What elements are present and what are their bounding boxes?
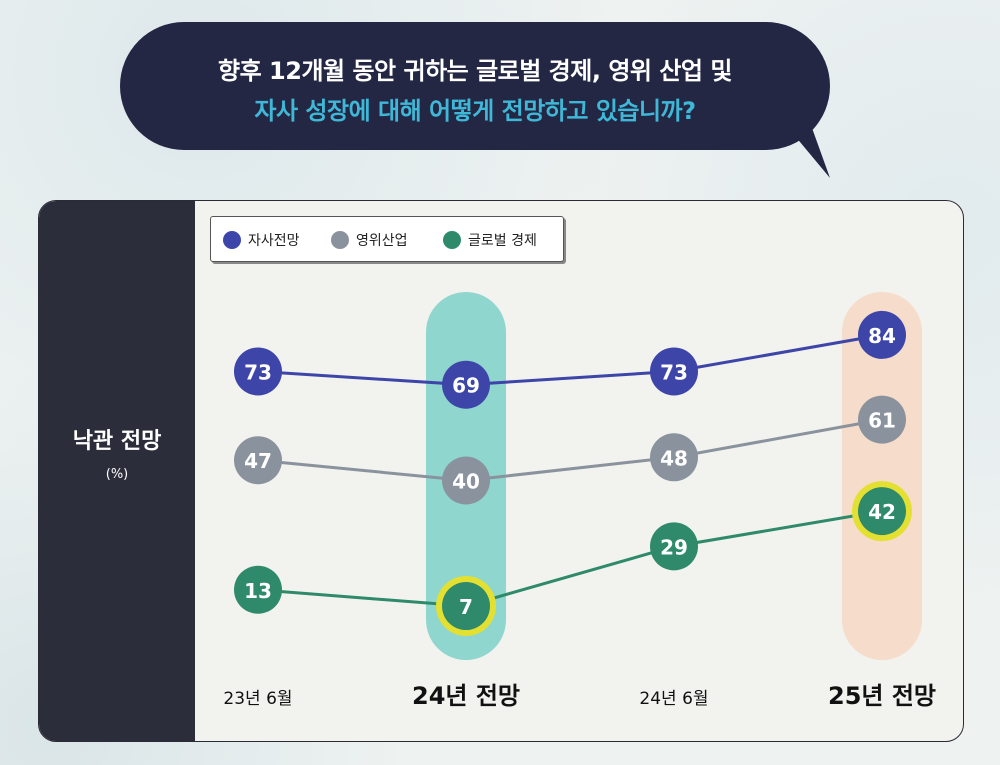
data-point [858,310,906,359]
data-point [650,433,698,482]
data-point [234,436,282,485]
series-line-3 [257,509,883,608]
data-label: 42 [868,500,896,524]
y-axis-sidebar: 낙관 전망 (%) [39,201,195,741]
x-tick-label: 23년 6월 [223,689,292,709]
data-point [858,487,906,536]
y-axis-unit: (%) [105,467,129,482]
data-label: 73 [660,360,688,384]
question-bubble [120,22,830,150]
legend-item-company: 자사전망 [223,230,300,250]
x-tick-label: 24년 전망 [412,682,520,710]
legend-dot-icon [223,231,241,249]
series-line-2 [257,418,883,483]
data-point [442,456,490,505]
legend-label: 자사전망 [248,233,300,249]
data-point [234,565,282,614]
bubble-tail [790,128,830,178]
legend-label: 영위산업 [356,233,408,249]
legend-label: 글로벌 경제 [468,233,537,249]
data-label: 73 [244,360,272,384]
data-label: 61 [868,409,896,433]
legend-item-industry: 영위산업 [331,230,408,250]
legend: 자사전망 영위산업 글로벌 경제 [210,216,564,262]
x-tick-label: 24년 6월 [639,689,708,709]
data-point [650,522,698,571]
data-point [234,347,282,396]
legend-dot-icon [331,231,349,249]
data-label: 69 [452,374,480,398]
series-line-1 [257,333,883,387]
y-axis-label: 낙관 전망 [72,429,162,454]
legend-dot-icon [443,231,461,249]
data-label: 13 [244,579,272,603]
data-point [442,360,490,409]
question-line-2: 자사 성장에 대해 어떻게 전망하고 있습니까? [254,97,696,125]
data-label: 48 [660,446,688,470]
x-tick-label: 25년 전망 [828,682,936,710]
question-line-1: 향후 12개월 동안 귀하는 글로벌 경제, 영위 산업 및 [218,57,732,85]
legend-item-global: 글로벌 경제 [443,230,537,250]
highlight-column [842,292,922,660]
data-point [858,395,906,444]
data-point [650,347,698,396]
data-point [442,582,490,631]
data-label: 84 [868,324,896,348]
data-label: 47 [244,449,272,473]
data-label: 40 [452,470,480,494]
data-label: 29 [660,535,688,559]
data-label: 7 [459,595,473,619]
